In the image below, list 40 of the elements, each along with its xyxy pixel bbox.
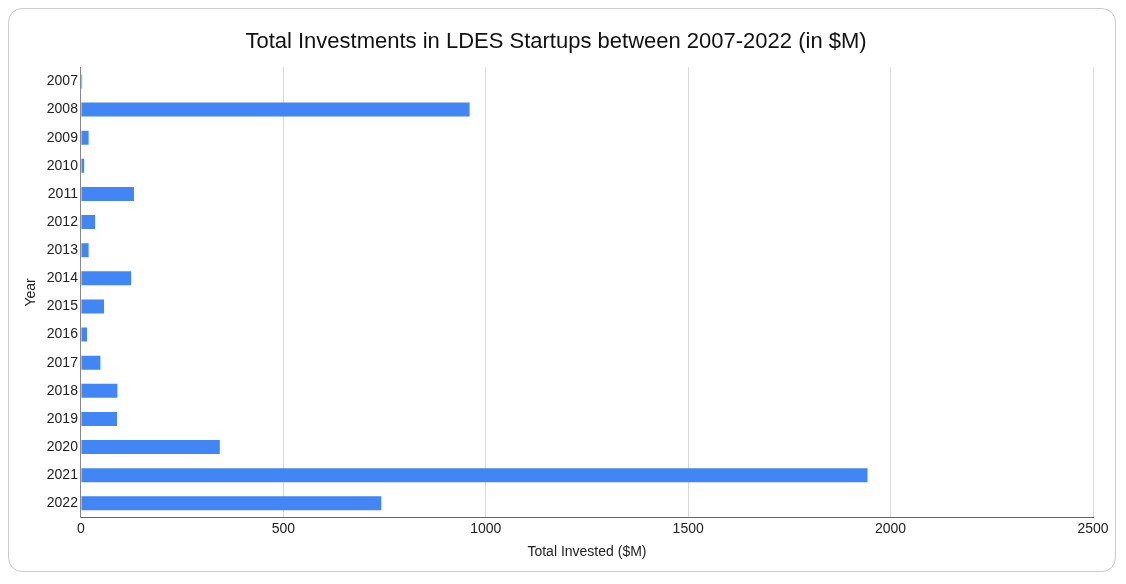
y-tick-label: 2008: [46, 100, 79, 117]
y-tick-label: 2010: [46, 156, 79, 173]
chart-title: Total Investments in LDES Startups between 2007-2022 (in $M): [245, 28, 867, 54]
y-tick-label: 2022: [46, 494, 79, 511]
x-tick-label: 500: [271, 519, 296, 536]
y-axis-title: Year: [22, 277, 39, 307]
bar: [81, 102, 470, 117]
y-tick-label: 2007: [46, 72, 79, 89]
y-tick-label: 2014: [46, 269, 79, 286]
bar: [81, 496, 382, 511]
x-tick-label: 1500: [672, 519, 704, 536]
y-tick-label: 2020: [46, 437, 79, 454]
x-tick-label: 1000: [470, 519, 502, 536]
bar: [81, 158, 85, 173]
bar: [81, 186, 134, 201]
y-tick-label: 2011: [47, 184, 79, 201]
y-tick-label: 2009: [46, 128, 79, 145]
bar: [81, 271, 132, 286]
y-tick-label: 2015: [46, 297, 79, 314]
y-tick-label: 2021: [46, 466, 79, 483]
bar: [81, 130, 89, 145]
x-axis-title: Total Invested ($M): [527, 543, 647, 560]
y-tick-label: 2012: [46, 212, 79, 229]
y-tick-label: 2017: [46, 353, 79, 370]
bar: [81, 243, 89, 258]
bar: [81, 215, 96, 230]
bar: [81, 327, 88, 342]
bar: [81, 355, 101, 370]
bar: [81, 383, 118, 398]
bar: [81, 411, 117, 426]
x-tick-label: 2000: [875, 519, 907, 536]
bar: [81, 468, 868, 483]
y-tick-label: 2019: [46, 409, 79, 426]
y-tick-label: 2016: [46, 325, 79, 342]
x-tick-label: 0: [77, 519, 86, 536]
x-tick-label: 2500: [1077, 519, 1109, 536]
y-tick-label: 2013: [46, 241, 79, 258]
bar: [81, 299, 105, 314]
y-tick-label: 2018: [46, 381, 79, 398]
bar: [81, 440, 220, 455]
